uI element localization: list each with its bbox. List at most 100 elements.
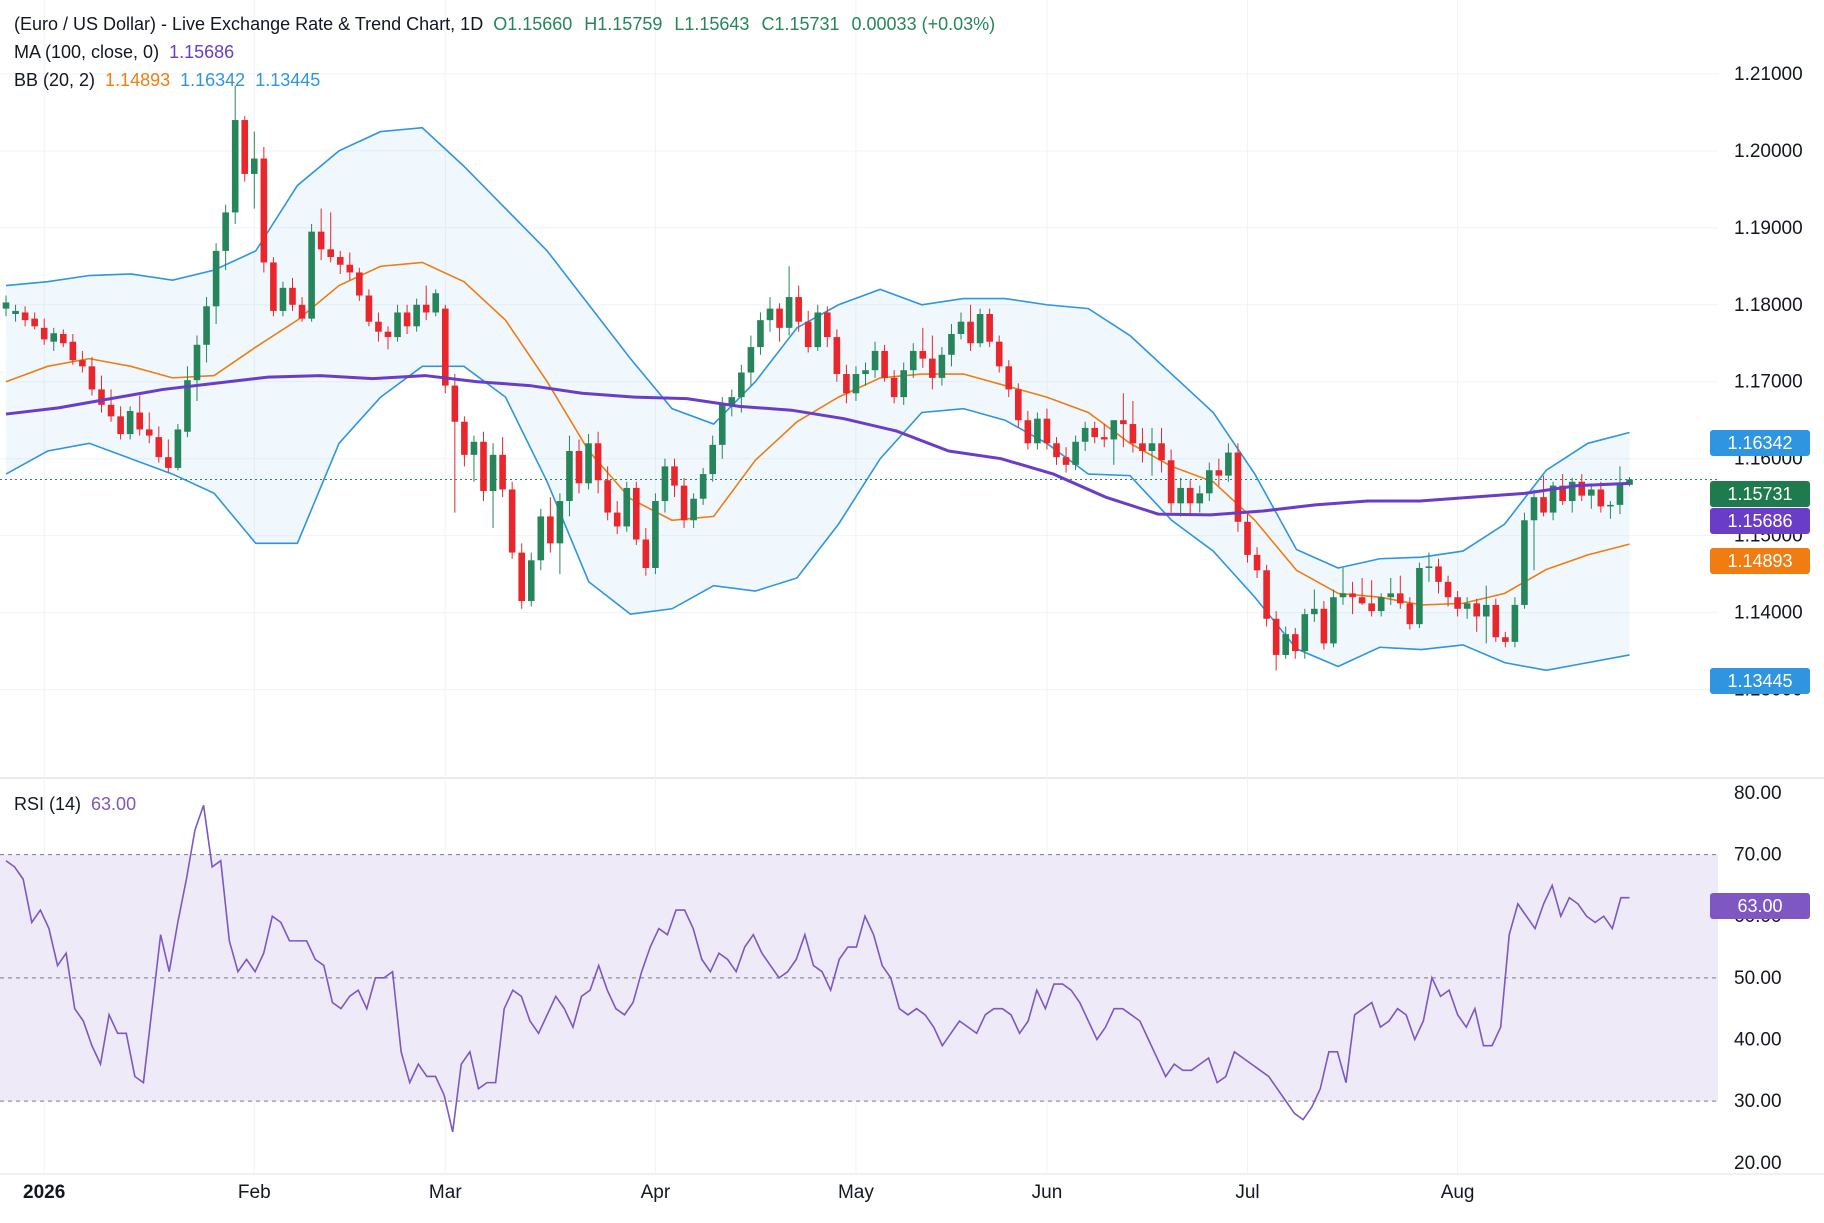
candle-body	[757, 320, 764, 348]
candle-body	[1072, 441, 1079, 465]
candle-body	[69, 341, 77, 361]
candle-body	[317, 231, 325, 250]
candle-body	[451, 385, 459, 422]
candle-body	[1540, 497, 1547, 513]
candle-body	[2, 302, 10, 309]
candle-body	[1588, 489, 1595, 496]
candle-body	[1444, 581, 1452, 598]
candle-body	[193, 344, 201, 381]
price-tick-label: 1.19000	[1734, 218, 1803, 239]
candle-body	[824, 312, 831, 338]
candle-body	[413, 304, 420, 327]
candle-body	[1530, 497, 1538, 521]
candle-body	[270, 262, 277, 311]
bb-legend-lower: 1.13445	[255, 70, 321, 90]
candle-body	[690, 498, 697, 521]
candle-body	[1263, 570, 1270, 619]
candle-body	[1349, 593, 1356, 598]
candle-body	[231, 120, 239, 213]
candle-body	[1139, 443, 1146, 451]
mid-band-price-label: 1.14893	[1710, 548, 1810, 574]
candle-body	[585, 443, 592, 484]
candle-body	[1339, 593, 1347, 598]
lower-band-price-label: 1.13445	[1710, 668, 1810, 694]
candle-body	[1330, 597, 1337, 644]
candle-body	[1196, 493, 1204, 504]
candle-body	[1626, 479, 1633, 485]
open-value: O1.15660	[493, 14, 573, 34]
candle-body	[1148, 443, 1156, 451]
candle-body	[1005, 366, 1013, 390]
chart-header: (Euro / US Dollar) - Live Exchange Rate …	[14, 14, 1005, 35]
candle-body	[547, 516, 554, 544]
candle-body	[260, 158, 268, 263]
candle-body	[1100, 437, 1108, 440]
candle-body	[1549, 485, 1557, 513]
bb-legend-upper: 1.16342	[180, 70, 246, 90]
bollinger-band-fill	[6, 127, 1630, 671]
candle-body	[747, 347, 755, 373]
candle-body	[1158, 443, 1165, 461]
candle-body	[403, 312, 411, 327]
candle-body	[680, 485, 688, 521]
bb-lower-line	[5, 365, 1630, 672]
candle-body	[499, 454, 506, 490]
candle-body	[1167, 460, 1175, 504]
candle-body	[1435, 566, 1442, 582]
candle-body	[709, 444, 716, 475]
candle-body	[1311, 608, 1318, 615]
price-tick-label: 1.17000	[1734, 372, 1803, 393]
candle-body	[804, 321, 812, 348]
candle-body	[738, 372, 745, 398]
candle-body	[967, 321, 974, 344]
candle-body	[1616, 484, 1624, 505]
rsi-tick-label: 30.00	[1734, 1091, 1782, 1112]
candle-body	[21, 312, 29, 321]
ma100-line	[5, 374, 1630, 517]
rsi-line	[5, 805, 1630, 1133]
ma-legend-label: MA (100, close, 0)	[14, 42, 160, 62]
bb-legend-label: BB (20, 2)	[14, 70, 96, 90]
candle-body	[556, 501, 564, 544]
candle-body	[107, 404, 115, 417]
close-value: C1.15731	[761, 14, 840, 34]
candle-body	[1511, 604, 1519, 642]
upper-band-price-label: 1.16342	[1710, 430, 1810, 456]
candle-body	[938, 354, 946, 378]
candle-body	[843, 374, 850, 394]
candle-body	[929, 358, 936, 378]
candle-body	[241, 120, 249, 174]
candle-body	[279, 287, 287, 311]
ma-legend-value: 1.15686	[169, 42, 235, 62]
candle-body	[40, 327, 48, 340]
price-tick-label: 1.20000	[1734, 141, 1803, 162]
candle-body	[298, 304, 306, 319]
candle-body	[1234, 452, 1242, 522]
rsi-tick-label: 20.00	[1734, 1153, 1782, 1174]
time-axis-label: May	[838, 1182, 874, 1203]
candle-body	[60, 334, 67, 344]
candle-body	[909, 350, 917, 371]
candle-body	[79, 360, 86, 367]
candle-body	[1416, 567, 1423, 625]
candle-body	[1607, 504, 1614, 507]
candle-body	[1129, 424, 1137, 444]
candle-body	[1578, 481, 1586, 496]
candle-body	[852, 374, 860, 394]
candle-body	[766, 308, 774, 321]
candle-body	[1568, 481, 1576, 502]
candle-body	[1454, 597, 1461, 609]
candle-body	[1377, 597, 1385, 612]
bb-legend: BB (20, 2) 1.14893 1.16342 1.13445	[14, 70, 330, 91]
candle-body	[566, 450, 573, 502]
candle-body	[165, 457, 172, 468]
candle-body	[346, 264, 354, 273]
candle-body	[126, 410, 134, 435]
candle-body	[919, 350, 927, 359]
candle-body	[814, 312, 822, 348]
time-axis-label: 2026	[23, 1182, 65, 1203]
rsi-legend: RSI (14) 63.00	[14, 794, 146, 815]
candle-body	[203, 306, 210, 345]
